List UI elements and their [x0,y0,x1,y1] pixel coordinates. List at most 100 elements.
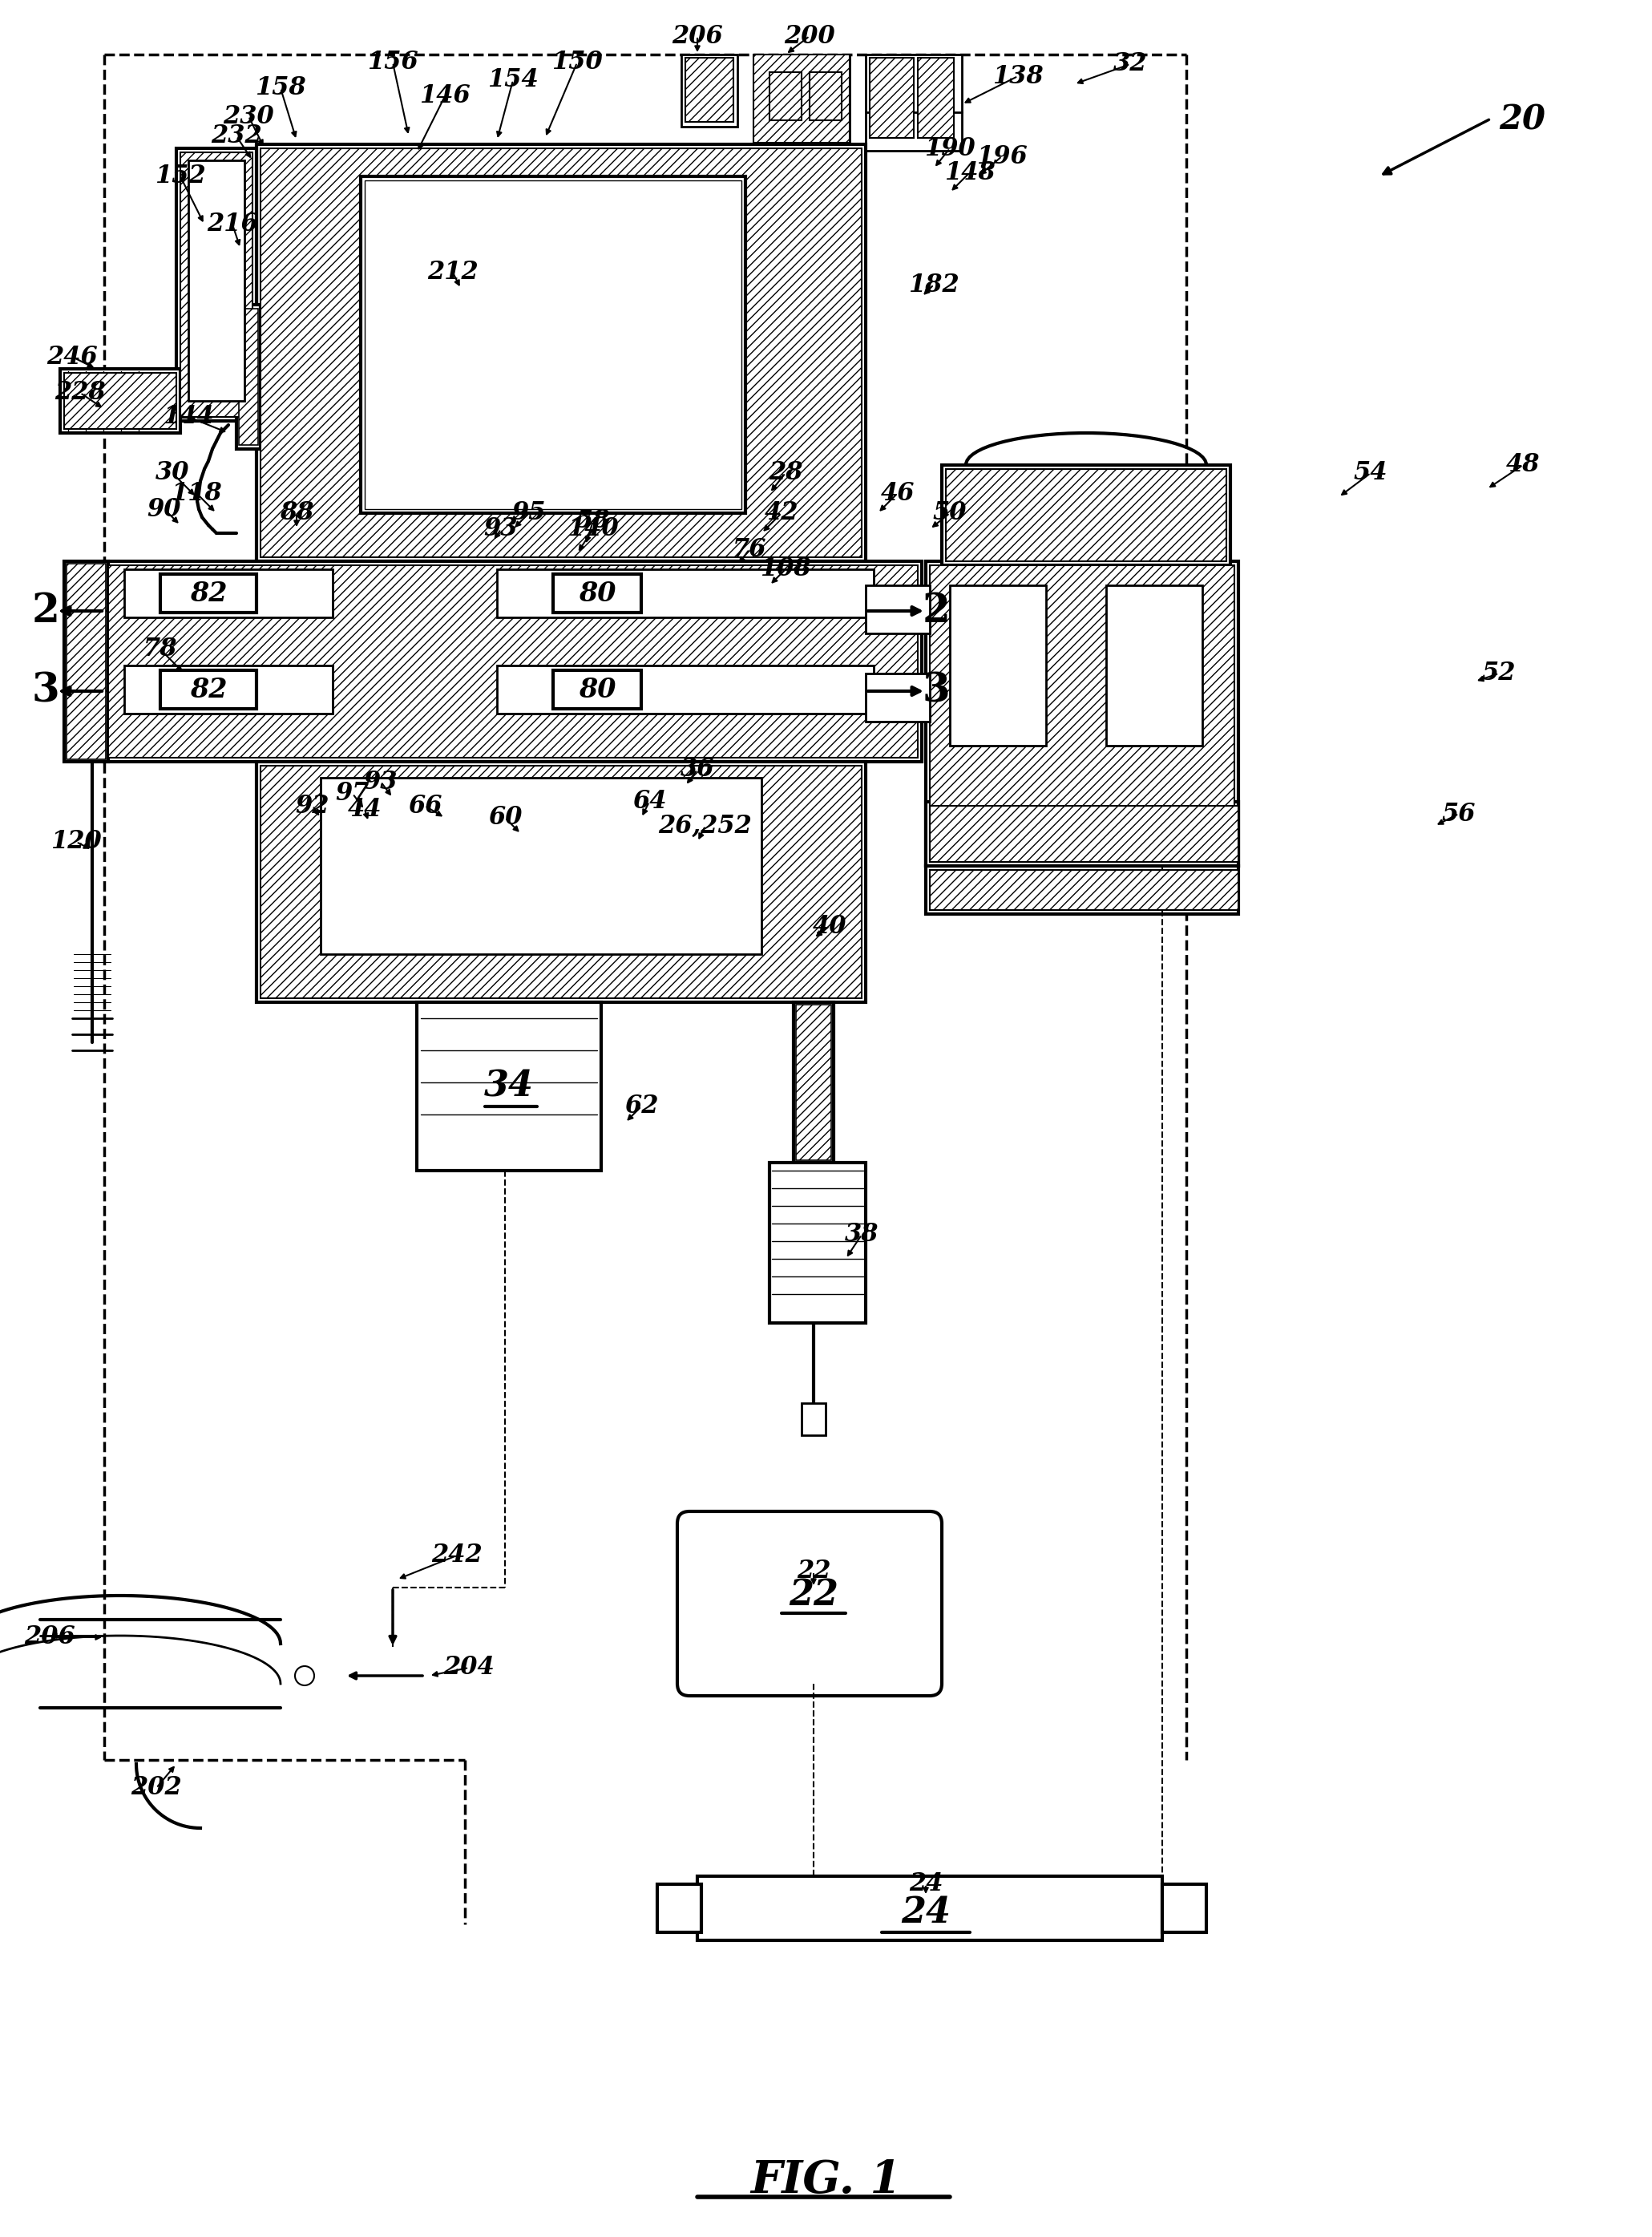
Bar [801,1403,826,1436]
Bar [925,801,1239,866]
Text: 3: 3 [31,671,59,711]
Bar [869,58,914,139]
Bar [188,161,244,400]
Bar [930,805,1239,861]
Text: 32: 32 [1113,51,1146,76]
Text: 118: 118 [170,481,221,506]
Text: 228: 228 [55,380,106,405]
Bar [261,765,862,998]
Bar [1163,1884,1206,1933]
Text: 2: 2 [922,591,950,631]
Text: 140: 140 [568,517,620,541]
Bar [793,1002,834,1163]
Bar [256,763,866,1002]
Text: 2: 2 [31,591,59,631]
Text: 82: 82 [190,579,226,606]
Bar [416,1002,601,1170]
Bar [66,564,106,758]
Bar [109,566,919,758]
Text: 138: 138 [993,63,1044,89]
FancyBboxPatch shape [677,1512,942,1696]
Text: 24: 24 [900,1895,950,1931]
Bar [809,72,841,121]
Bar [681,54,737,128]
Text: 120: 120 [51,830,102,855]
Bar [866,54,961,150]
Bar [866,586,930,633]
Text: 38: 38 [844,1221,879,1248]
Text: 182: 182 [909,273,960,298]
Bar [770,1163,866,1322]
Bar [925,561,1239,866]
Bar [925,866,1239,915]
Text: 230: 230 [223,103,274,130]
Bar [240,309,258,445]
Bar [360,177,745,512]
Text: 80: 80 [578,579,616,606]
Text: 216: 216 [206,213,258,237]
Text: 150: 150 [552,49,603,76]
Text: 156: 156 [367,49,418,76]
Text: FIG. 1: FIG. 1 [750,2159,900,2203]
Bar [1107,588,1201,745]
Bar [261,148,862,557]
Bar [64,374,177,430]
Bar [365,181,742,510]
Text: 196: 196 [976,143,1028,168]
Bar [686,58,733,121]
Bar [697,1877,1163,1939]
Text: 232: 232 [211,123,263,148]
Bar [320,778,762,955]
Text: 212: 212 [428,259,479,284]
Bar [124,568,332,617]
Text: 202: 202 [131,1776,182,1801]
Bar [497,664,874,714]
Bar [796,1004,831,1161]
Text: 242: 242 [431,1544,482,1568]
Text: 190: 190 [923,136,975,161]
Bar [770,72,801,121]
Text: 82: 82 [190,676,226,702]
Text: 95: 95 [512,501,547,526]
Bar [866,673,930,723]
Bar [657,1884,702,1933]
Bar [553,671,641,709]
Text: 34: 34 [484,1069,534,1103]
Bar [1107,586,1203,745]
Text: 246: 246 [46,344,97,369]
Bar [236,304,261,450]
Text: 62: 62 [624,1094,657,1118]
Bar [59,369,180,434]
Bar [160,671,256,709]
Bar [160,575,256,613]
Bar [867,676,928,720]
Bar [104,561,922,763]
Text: 206: 206 [25,1624,76,1649]
Text: 40: 40 [813,913,846,940]
Text: 146: 146 [420,83,471,110]
Bar [950,588,1044,745]
Text: 30: 30 [155,461,190,485]
Text: 93: 93 [363,770,398,794]
Text: 44: 44 [347,796,382,823]
Text: 154: 154 [487,67,539,92]
Text: 88: 88 [279,501,314,526]
Bar [497,568,874,617]
Bar [930,870,1239,910]
Text: 54: 54 [1353,461,1388,485]
Text: 78: 78 [144,638,177,662]
Text: 148: 148 [945,161,996,186]
Text: 80: 80 [578,676,616,702]
Bar [256,145,866,561]
Bar [753,54,849,143]
Text: 144: 144 [164,405,213,430]
Text: 158: 158 [254,76,306,101]
Text: 92: 92 [296,794,330,819]
Bar [177,148,256,421]
Text: 206: 206 [672,25,724,49]
Text: 60: 60 [487,805,522,830]
Text: 22: 22 [788,1579,839,1613]
Bar [930,566,1234,861]
Text: 20: 20 [1498,103,1545,136]
Text: 50: 50 [933,501,966,526]
